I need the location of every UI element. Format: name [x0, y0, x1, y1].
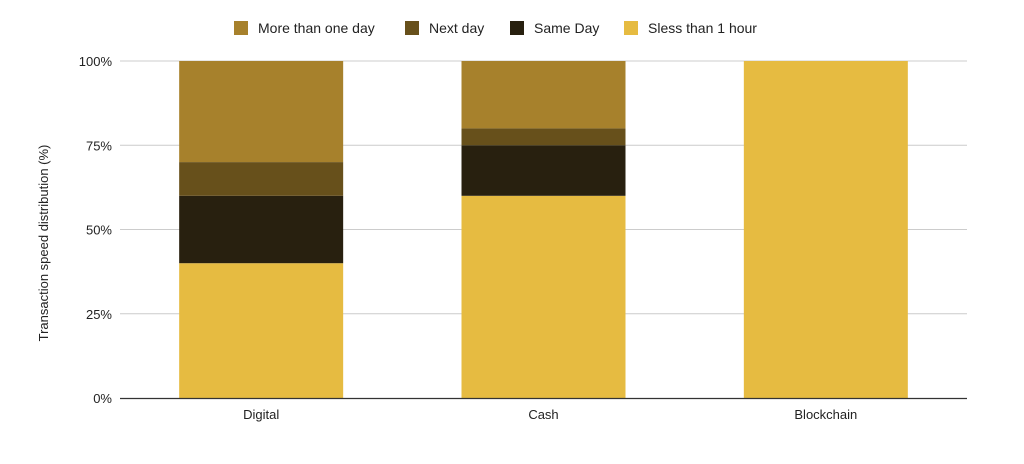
x-tick-label: Cash	[528, 407, 558, 422]
legend-label-sless-than-1-hour: Sless than 1 hour	[648, 20, 757, 36]
bars	[179, 61, 908, 398]
legend-swatch-same-day	[510, 21, 524, 35]
legend-swatch-sless-than-1-hour	[624, 21, 638, 35]
y-tick-label: 100%	[79, 54, 113, 69]
legend-label-same-day: Same Day	[534, 20, 599, 36]
y-tick-label: 50%	[86, 223, 112, 238]
y-tick-label: 0%	[93, 391, 112, 406]
legend: More than one day Next day Same Day Sless t…	[234, 20, 757, 36]
bar-digital-more-than-one-day	[179, 61, 344, 163]
y-axis-label: Transaction speed distribution (%)	[36, 145, 51, 342]
bar-digital-next-day	[179, 162, 344, 196]
bar-cash-same-day	[461, 145, 626, 196]
bar-digital-sless-than-1-hour	[179, 263, 344, 398]
bar-cash-next-day	[461, 128, 626, 146]
legend-label-next-day: Next day	[429, 20, 484, 36]
y-tick-label: 25%	[86, 307, 112, 322]
bar-cash-sless-than-1-hour	[461, 195, 626, 398]
x-tick-label: Blockchain	[794, 407, 857, 422]
bar-cash-more-than-one-day	[461, 61, 626, 129]
legend-swatch-next-day	[405, 21, 419, 35]
y-tick-label: 75%	[86, 138, 112, 153]
legend-swatch-more-than-one-day	[234, 21, 248, 35]
x-tick-label: Digital	[243, 407, 279, 422]
axes: 0% 25% 50% 75% 100% Digital Cash Blockchain	[79, 54, 967, 422]
legend-label-more-than-one-day: More than one day	[258, 20, 375, 36]
bar-digital-same-day	[179, 195, 344, 264]
bar-blockchain-sless-than-1-hour	[743, 61, 908, 398]
